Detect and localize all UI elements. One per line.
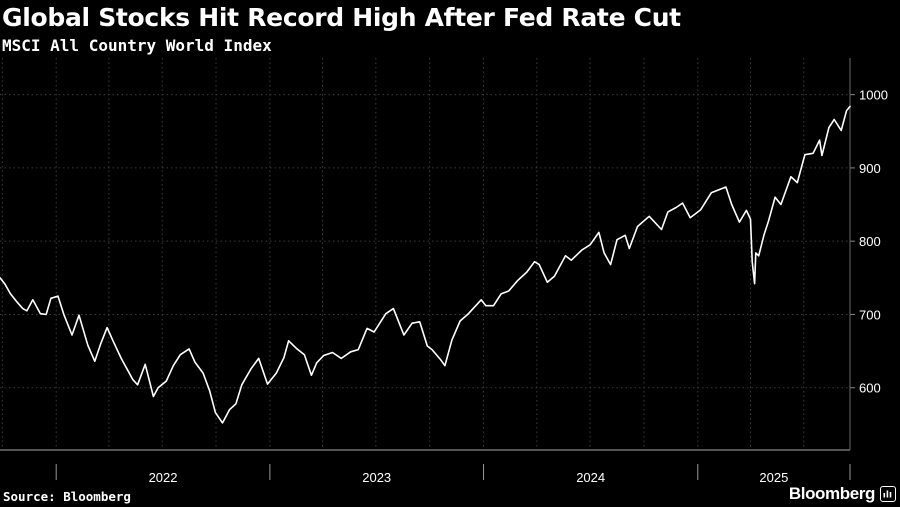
bar-chart-icon — [880, 486, 896, 502]
y-tick-label: 600 — [859, 381, 881, 396]
series-layer — [0, 105, 851, 424]
y-tick-label: 800 — [859, 234, 881, 249]
tick-labels: 600 700 800 900 1000 2022 2023 2024 2025 — [149, 88, 888, 485]
y-tick-label: 700 — [859, 307, 881, 322]
x-tick-label: 2023 — [362, 470, 391, 485]
x-tick-label: 2022 — [149, 470, 178, 485]
y-tick-label: 1000 — [859, 88, 888, 103]
series-line — [0, 105, 851, 424]
brand-logo: Bloomberg — [789, 484, 896, 504]
grid-lines — [0, 58, 850, 450]
brand-wordmark: Bloomberg — [788, 484, 876, 503]
x-tick-label: 2024 — [576, 470, 605, 485]
chart-subtitle: MSCI All Country World Index — [2, 36, 272, 55]
y-tick-label: 900 — [859, 161, 881, 176]
axes — [0, 58, 855, 480]
chart-title: Global Stocks Hit Record High After Fed … — [2, 3, 681, 32]
source-note: Source: Bloomberg — [3, 489, 131, 504]
x-tick-label: 2025 — [759, 470, 788, 485]
